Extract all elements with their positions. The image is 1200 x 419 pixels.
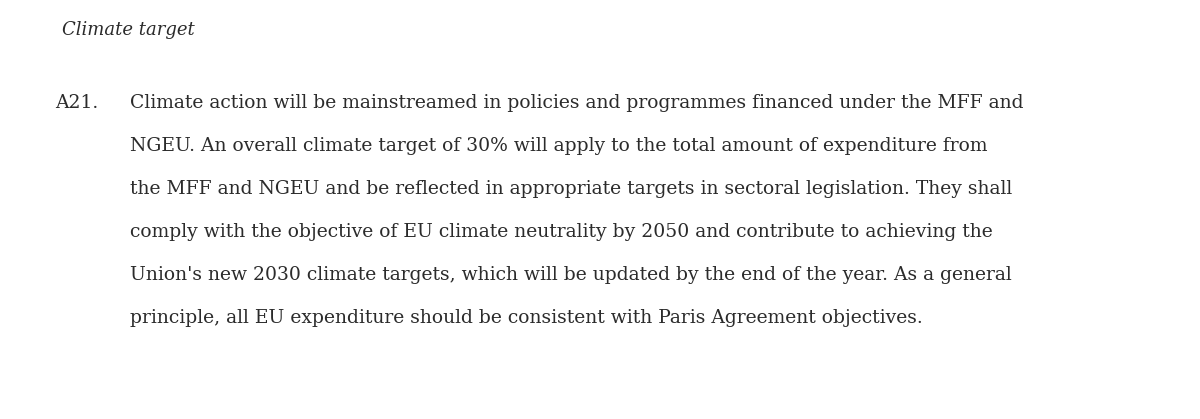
Text: Climate action will be mainstreamed in policies and programmes financed under th: Climate action will be mainstreamed in p… — [130, 94, 1024, 112]
Text: Climate target: Climate target — [62, 21, 194, 39]
Text: the MFF and NGEU and be reflected in appropriate targets in sectoral legislation: the MFF and NGEU and be reflected in app… — [130, 180, 1013, 198]
Text: principle, all EU expenditure should be consistent with Paris Agreement objectiv: principle, all EU expenditure should be … — [130, 309, 923, 327]
Text: A21.: A21. — [55, 94, 98, 112]
Text: NGEU. An overall climate target of 30% will apply to the total amount of expendi: NGEU. An overall climate target of 30% w… — [130, 137, 988, 155]
Text: Union's new 2030 climate targets, which will be updated by the end of the year. : Union's new 2030 climate targets, which … — [130, 266, 1012, 284]
Text: comply with the objective of EU climate neutrality by 2050 and contribute to ach: comply with the objective of EU climate … — [130, 223, 992, 241]
